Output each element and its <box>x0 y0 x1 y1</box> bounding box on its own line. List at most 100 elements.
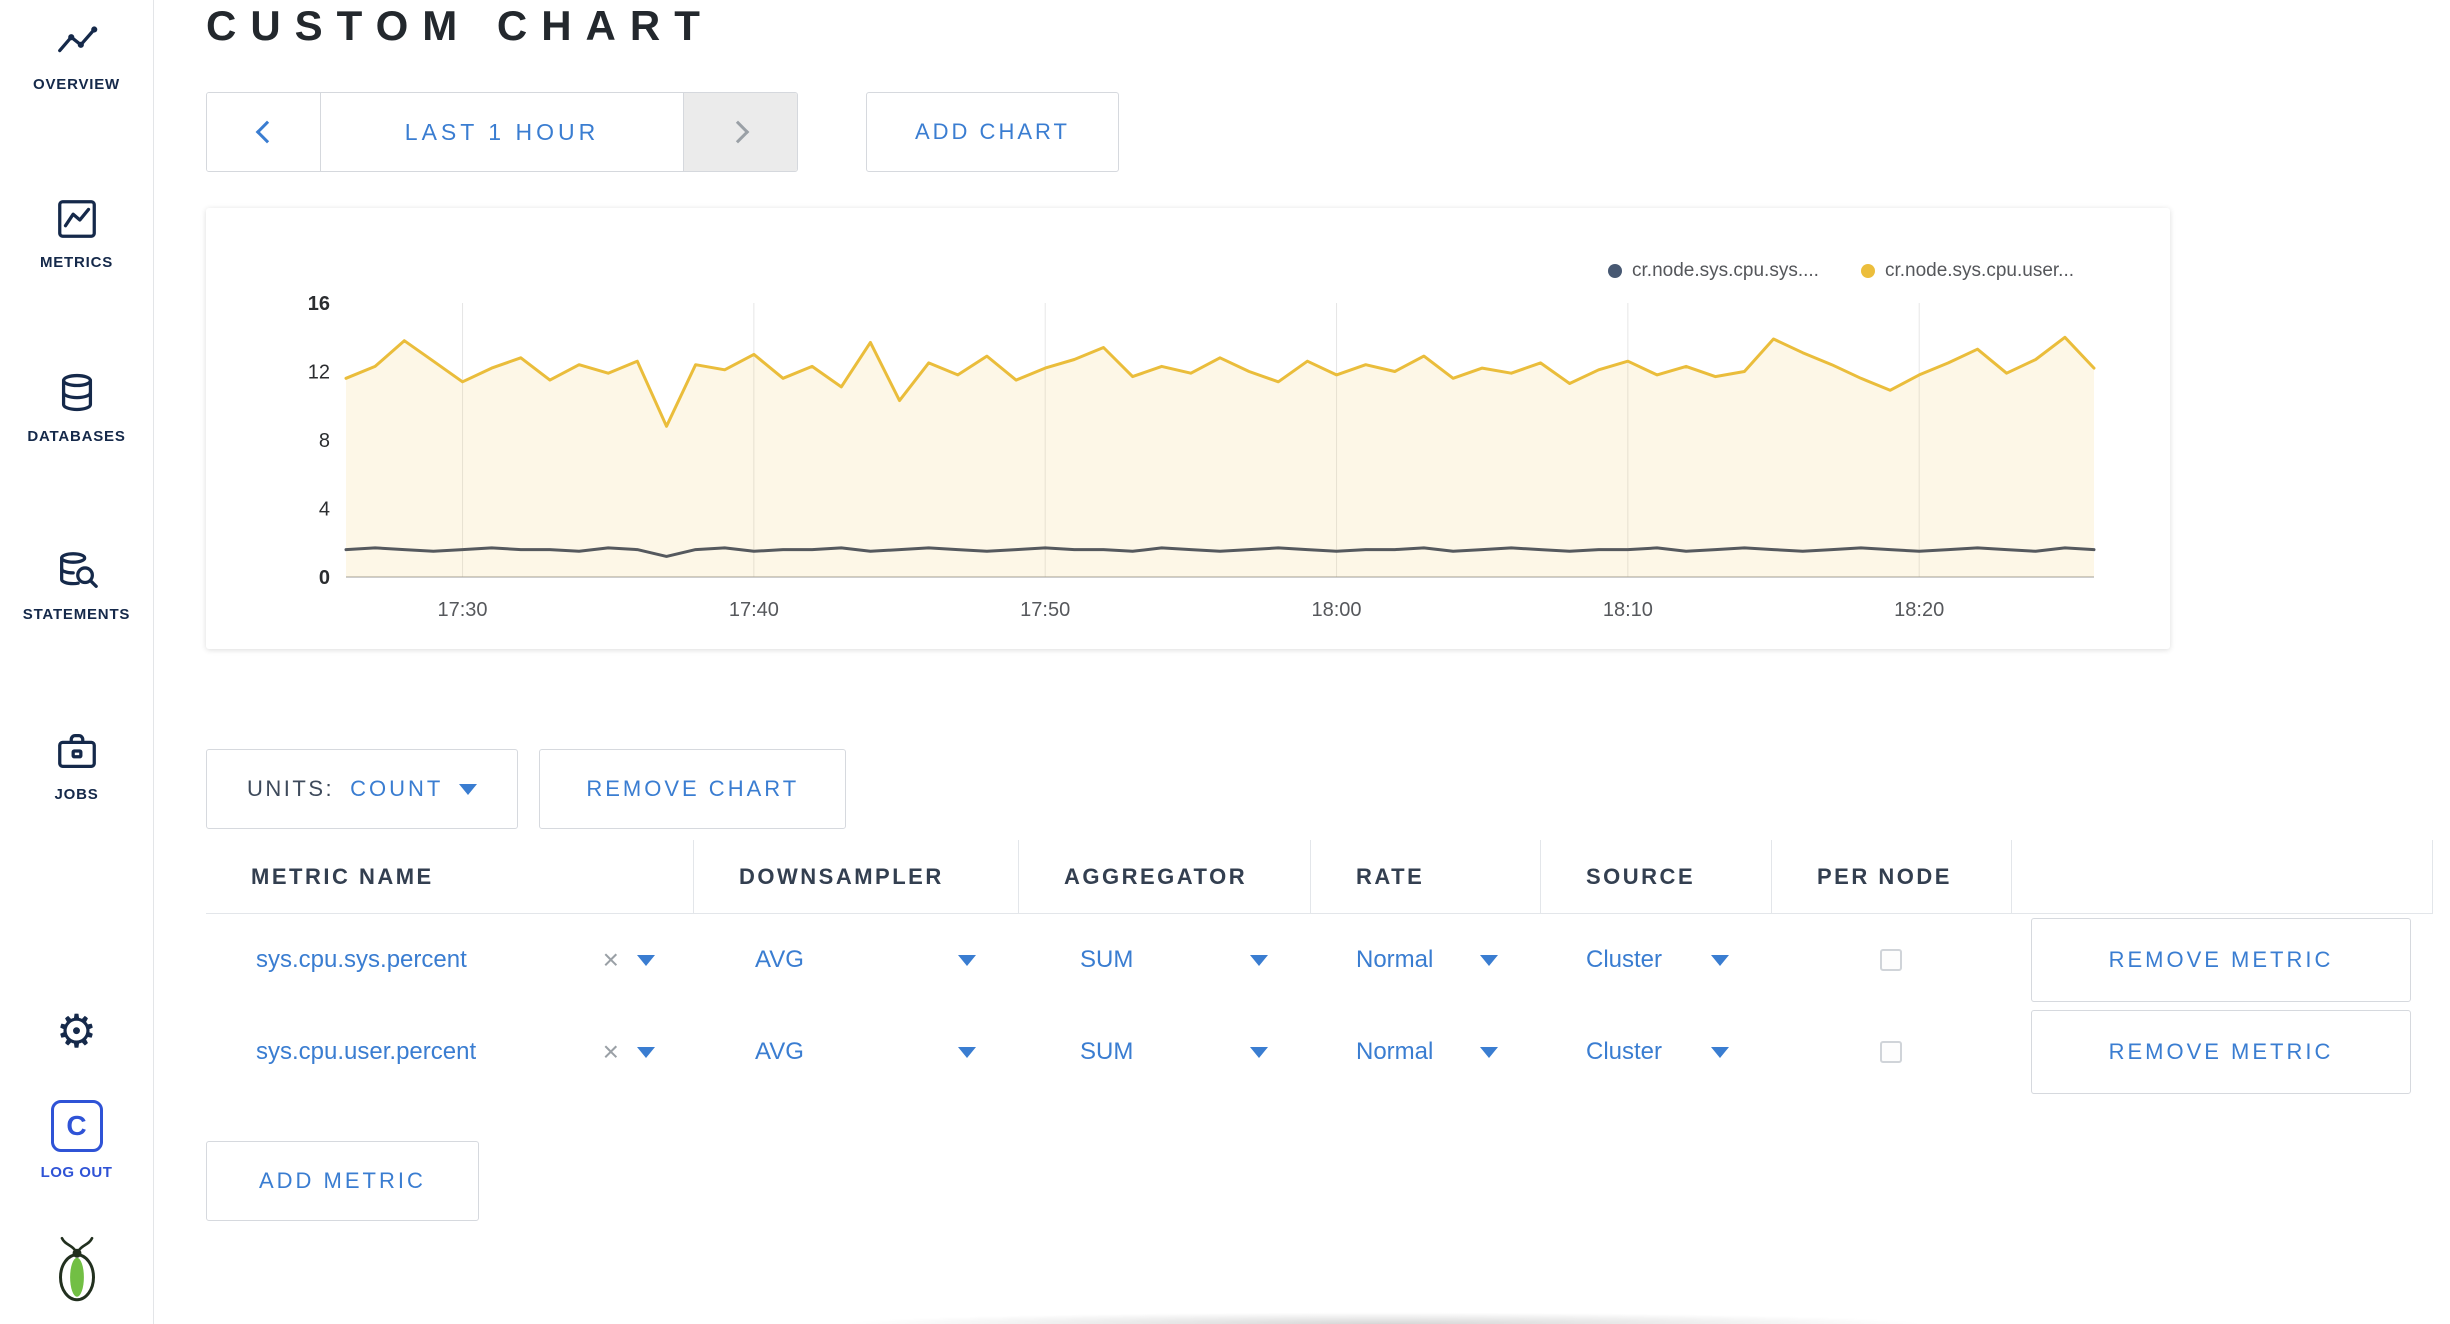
toolbar: LAST 1 HOUR ADD CHART <box>206 92 1119 172</box>
source-select[interactable]: Cluster <box>1540 1006 1771 1098</box>
aggregator-select[interactable]: SUM <box>1018 1006 1310 1098</box>
svg-text:17:40: 17:40 <box>729 599 779 621</box>
time-prev-button[interactable] <box>207 93 320 171</box>
per-node-cell <box>1771 914 2011 1006</box>
jobs-icon <box>54 728 100 774</box>
close-icon[interactable]: × <box>602 1036 619 1067</box>
sidebar-label-metrics: METRICS <box>39 254 114 271</box>
header-rate: RATE <box>1310 840 1540 913</box>
metrics-table: METRIC NAME DOWNSAMPLER AGGREGATOR RATE … <box>206 840 2433 1098</box>
rate-select[interactable]: Normal <box>1310 914 1540 1006</box>
scroll-shadow <box>634 1308 2134 1324</box>
legend-name: cr.node.sys.cpu.user... <box>1884 260 2074 281</box>
svg-text:18:20: 18:20 <box>1894 599 1944 621</box>
rate-select[interactable]: Normal <box>1310 1006 1540 1098</box>
time-range-selector: LAST 1 HOUR <box>206 92 798 172</box>
header-aggregator: AGGREGATOR <box>1018 840 1310 913</box>
units-label: UNITS: <box>247 776 335 801</box>
databases-icon <box>54 370 100 416</box>
svg-text:18:10: 18:10 <box>1603 599 1653 621</box>
units-select[interactable]: UNITS: COUNT <box>206 749 519 829</box>
add-metric-button[interactable]: ADD METRIC <box>206 1141 479 1221</box>
sidebar-label-databases: DATABASES <box>27 428 126 445</box>
svg-text:4: 4 <box>319 499 330 521</box>
chart-legend: cr.node.sys.cpu.sys.... cr.node.sys.cpu.… <box>1608 260 2074 282</box>
downsampler-select[interactable]: AVG <box>693 1006 1018 1098</box>
chevron-down-icon <box>1480 954 1498 966</box>
page-title: CUSTOM CHART <box>206 2 714 49</box>
legend-dot <box>1860 264 1875 278</box>
metrics-icon <box>54 196 100 242</box>
metric-name-cell[interactable]: sys.cpu.user.percent × <box>206 1006 693 1098</box>
per-node-cell <box>1771 1006 2011 1098</box>
downsampler-select[interactable]: AVG <box>693 914 1018 1006</box>
metric-name-cell[interactable]: sys.cpu.sys.percent × <box>206 914 693 1006</box>
chevron-down-icon <box>637 954 655 966</box>
legend-item-user[interactable]: cr.node.sys.cpu.user... <box>1860 260 2074 282</box>
svg-text:17:50: 17:50 <box>1020 599 1070 621</box>
header-metric-name: METRIC NAME <box>251 863 434 889</box>
statements-icon <box>54 548 100 594</box>
chevron-down-icon <box>958 1046 976 1058</box>
sidebar-label-statements: STATEMENTS <box>22 606 131 623</box>
svg-text:16: 16 <box>308 293 330 315</box>
chevron-right-icon <box>726 120 749 144</box>
settings-button[interactable]: ⚙ <box>0 1008 153 1054</box>
gear-icon: ⚙ <box>55 1005 98 1057</box>
header-actions <box>2011 840 2433 913</box>
units-value: COUNT <box>350 776 444 801</box>
remove-chart-button[interactable]: REMOVE CHART <box>539 749 847 829</box>
sidebar: OVERVIEW METRICS DATABASES <box>0 0 154 1324</box>
svg-text:17:30: 17:30 <box>438 599 488 621</box>
downsampler-value: AVG <box>755 946 804 973</box>
chevron-down-icon <box>1250 1046 1268 1058</box>
chevron-down-icon <box>459 783 478 795</box>
legend-name: cr.node.sys.cpu.sys.... <box>1632 260 1819 281</box>
metric-row: sys.cpu.user.percent × AVG SUM Normal <box>206 1006 2433 1098</box>
svg-text:18:00: 18:00 <box>1312 599 1362 621</box>
time-range-label[interactable]: LAST 1 HOUR <box>320 93 684 171</box>
legend-dot <box>1608 264 1623 278</box>
metric-name: sys.cpu.user.percent <box>256 1038 477 1065</box>
sidebar-item-metrics[interactable]: METRICS <box>0 196 153 271</box>
sidebar-item-databases[interactable]: DATABASES <box>0 370 153 445</box>
aggregator-value: SUM <box>1080 1038 1134 1065</box>
chart-card: 17:30 17:40 17:50 18:00 18:10 18:20 0 4 8 12 16 cr… <box>206 208 2170 649</box>
chevron-down-icon <box>1711 954 1729 966</box>
metric-name: sys.cpu.sys.percent <box>256 946 467 973</box>
table-header-row: METRIC NAME DOWNSAMPLER AGGREGATOR RATE … <box>206 840 2433 914</box>
downsampler-value: AVG <box>755 1038 804 1065</box>
chevron-down-icon <box>637 1046 655 1058</box>
remove-metric-button[interactable]: REMOVE METRIC <box>2031 1010 2411 1094</box>
remove-metric-button[interactable]: REMOVE METRIC <box>2031 918 2411 1002</box>
add-chart-button[interactable]: ADD CHART <box>866 92 1119 172</box>
sidebar-item-overview[interactable]: OVERVIEW <box>0 18 153 93</box>
header-downsampler: DOWNSAMPLER <box>693 840 1018 913</box>
source-value: Cluster <box>1586 1038 1663 1065</box>
chevron-down-icon <box>1250 954 1268 966</box>
time-next-button[interactable] <box>684 93 797 171</box>
sidebar-label-overview: OVERVIEW <box>33 76 120 93</box>
logout-label: LOG OUT <box>40 1164 113 1181</box>
source-select[interactable]: Cluster <box>1540 914 1771 1006</box>
aggregator-select[interactable]: SUM <box>1018 914 1310 1006</box>
chevron-down-icon <box>958 954 976 966</box>
metric-row: sys.cpu.sys.percent × AVG SUM Normal <box>206 914 2433 1006</box>
per-node-checkbox[interactable] <box>1880 1041 1902 1063</box>
legend-item-sys[interactable]: cr.node.sys.cpu.sys.... <box>1608 260 1819 282</box>
sidebar-item-statements[interactable]: STATEMENTS <box>0 548 153 623</box>
cockroach-bug-icon <box>52 1236 102 1307</box>
svg-text:8: 8 <box>319 430 330 452</box>
sidebar-item-jobs[interactable]: JOBS <box>0 728 153 803</box>
per-node-checkbox[interactable] <box>1880 949 1902 971</box>
rate-value: Normal <box>1356 946 1434 973</box>
remove-metric-cell: REMOVE METRIC <box>2011 914 2433 1006</box>
chevron-down-icon <box>1480 1046 1498 1058</box>
svg-text:0: 0 <box>319 567 330 589</box>
cockroach-c-icon: C <box>50 1100 103 1152</box>
close-icon[interactable]: × <box>602 944 619 975</box>
main-content: CUSTOM CHART LAST 1 HOUR ADD CHART 17:30… <box>154 0 2450 1324</box>
metrics-line-chart: 17:30 17:40 17:50 18:00 18:10 18:20 0 4 8 12 16 <box>308 293 2096 621</box>
logout-button[interactable]: C LOG OUT <box>0 1100 153 1181</box>
